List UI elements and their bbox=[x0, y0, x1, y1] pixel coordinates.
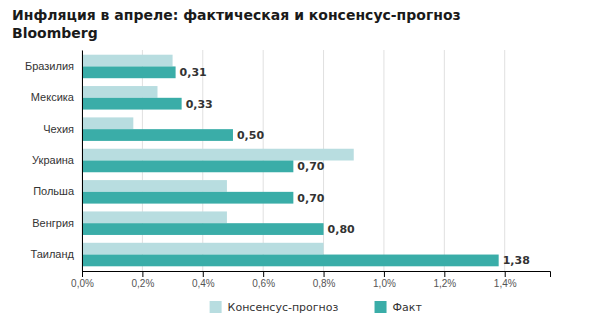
x-tick-mark bbox=[444, 271, 445, 277]
y-tick: Венгрия bbox=[32, 217, 74, 229]
x-axis-line bbox=[83, 272, 551, 278]
bar bbox=[82, 243, 324, 255]
y-axis-line bbox=[82, 51, 83, 272]
x-tick-mark bbox=[324, 271, 325, 277]
x-tick: 0,6% bbox=[252, 271, 275, 289]
x-tick-label: 1,4% bbox=[494, 278, 517, 289]
x-tick-label: 1,0% bbox=[373, 278, 396, 289]
y-tick-label: Польша bbox=[33, 185, 75, 197]
chart: Инфляция в апреле: фактическая и консенс… bbox=[0, 0, 590, 323]
bar bbox=[82, 223, 324, 235]
x-axis: 0,0% 0,2% 0,4% 0,6% 0,8% 1,0% 1,2% 1,4% bbox=[71, 271, 550, 289]
legend-swatch bbox=[375, 301, 387, 313]
data-label: 0,50 bbox=[237, 129, 264, 142]
data-label: 0,31 bbox=[180, 66, 207, 79]
x-tick: 1,4% bbox=[494, 271, 517, 289]
x-tick: 1,2% bbox=[433, 271, 456, 289]
data-labels: 1,38 0,80 0,70 0,70 0,50 0,33 0,31 bbox=[180, 66, 530, 267]
y-tick-label: Венгрия bbox=[32, 217, 74, 229]
bar bbox=[82, 211, 227, 223]
x-tick-label: 0,4% bbox=[192, 278, 215, 289]
x-tick-label: 0,2% bbox=[131, 278, 154, 289]
bar bbox=[82, 192, 293, 204]
y-tick: Мексика bbox=[31, 91, 75, 103]
bar bbox=[82, 149, 354, 161]
legend-item: Консенсус-прогноз bbox=[210, 301, 339, 314]
y-tick-label: Мексика bbox=[31, 91, 75, 103]
bar bbox=[82, 86, 157, 98]
grid-line bbox=[504, 50, 505, 271]
x-tick-mark bbox=[142, 271, 143, 277]
x-tick-mark bbox=[263, 271, 264, 277]
legend-swatch bbox=[210, 301, 222, 313]
bar-series bbox=[82, 55, 354, 255]
y-tick: Чехия bbox=[43, 123, 74, 135]
x-tick-mark bbox=[384, 271, 385, 277]
x-tick-mark bbox=[505, 271, 506, 277]
y-tick: Таиланд bbox=[30, 248, 74, 260]
bar bbox=[82, 66, 176, 78]
data-label: 1,38 bbox=[503, 254, 530, 267]
x-tick: 0,8% bbox=[313, 271, 336, 289]
x-tick-label: 0,0% bbox=[71, 278, 94, 289]
subtitle: Bloomberg bbox=[12, 25, 98, 41]
legend-label: Консенсус-прогноз bbox=[228, 301, 339, 314]
y-tick: Бразилия bbox=[25, 60, 74, 72]
x-tick: 0,0% bbox=[71, 271, 94, 289]
data-label: 0,70 bbox=[297, 192, 324, 205]
y-tick: Польша bbox=[33, 185, 75, 197]
bar bbox=[82, 98, 182, 110]
bar bbox=[82, 55, 173, 67]
bar-series bbox=[82, 66, 499, 266]
grid-line bbox=[383, 50, 384, 271]
bar bbox=[82, 161, 293, 173]
plot: 1,38 0,80 0,70 0,70 0,50 0,33 0,31 0,0% 0,2% 0,4%… bbox=[25, 50, 551, 289]
y-tick-label: Таиланд bbox=[30, 248, 74, 260]
x-tick: 0,4% bbox=[192, 271, 215, 289]
bar bbox=[82, 117, 133, 129]
bars bbox=[82, 55, 499, 267]
legend: Консенсус-прогноз Факт bbox=[210, 301, 423, 314]
title: Инфляция в апреле: фактическая и консенс… bbox=[12, 7, 461, 23]
x-tick-label: 1,2% bbox=[433, 278, 456, 289]
grid-line bbox=[444, 50, 445, 271]
x-tick: 0,2% bbox=[131, 271, 154, 289]
data-label: 0,70 bbox=[297, 160, 324, 173]
x-tick-label: 0,6% bbox=[252, 278, 275, 289]
x-tick-mark bbox=[203, 271, 204, 277]
x-tick: 1,0% bbox=[373, 271, 396, 289]
grid bbox=[82, 50, 505, 271]
bar bbox=[82, 129, 233, 141]
y-tick: Украина bbox=[32, 154, 75, 166]
y-tick-label: Бразилия bbox=[25, 60, 74, 72]
data-label: 0,80 bbox=[328, 223, 355, 236]
x-tick-label: 0,8% bbox=[313, 278, 336, 289]
bar bbox=[82, 180, 227, 192]
y-tick-label: Украина bbox=[32, 154, 75, 166]
grid-line bbox=[82, 50, 83, 271]
data-label: 0,33 bbox=[186, 98, 213, 111]
bar bbox=[82, 255, 499, 267]
legend-label: Факт bbox=[393, 301, 423, 314]
x-tick-mark bbox=[82, 271, 83, 277]
legend-item: Факт bbox=[375, 301, 423, 314]
y-tick-label: Чехия bbox=[43, 123, 74, 135]
y-axis: Таиланд Венгрия Польша Украина Чехия Мексика Б… bbox=[25, 51, 83, 272]
